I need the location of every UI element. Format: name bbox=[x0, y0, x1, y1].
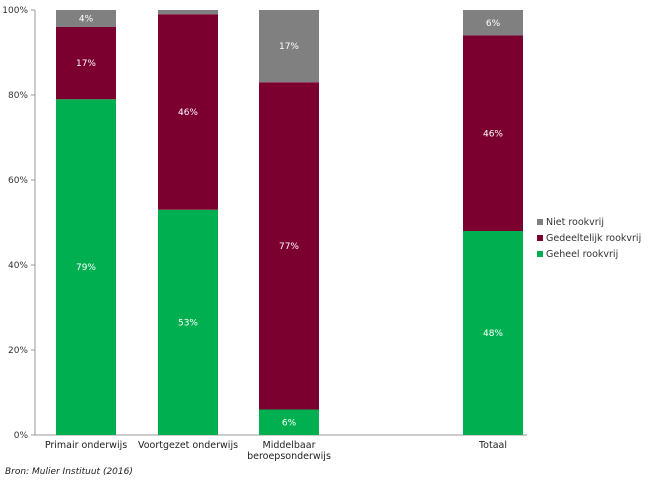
bar-segment-niet-rookvrij bbox=[463, 10, 523, 36]
bar-segment-niet-rookvrij bbox=[259, 10, 319, 83]
data-label: 4% bbox=[79, 15, 94, 25]
category-label: beroepsonderwijs bbox=[247, 451, 331, 462]
bar-segment-geheel-rookvrij bbox=[158, 209, 218, 435]
category-label: Middelbaar bbox=[263, 440, 316, 451]
legend-swatch-gedeeltelijk-rookvrij bbox=[537, 235, 543, 241]
data-label: 48% bbox=[483, 329, 503, 339]
y-tick-label: 0% bbox=[14, 431, 29, 441]
y-tick-label: 20% bbox=[8, 346, 28, 356]
bar-segment-geheel-rookvrij bbox=[259, 409, 319, 435]
legend-label-geheel-rookvrij: Geheel rookvrij bbox=[546, 249, 618, 260]
data-label: 79% bbox=[76, 263, 96, 273]
chart-axes: 0% 20% 40% 60% 80% 100% Primair onderwijs Voort… bbox=[2, 6, 527, 462]
bar-segment-geheel-rookvrij bbox=[56, 99, 116, 435]
category-label: Primair onderwijs bbox=[45, 440, 127, 451]
bar-segment-niet-rookvrij bbox=[158, 10, 218, 15]
data-labels: 79% 17% 4% 53% 46% 6% 77% 17% 48% 46% 6% bbox=[76, 15, 503, 429]
data-label: 17% bbox=[279, 42, 299, 52]
bar-segment-gedeeltelijk-rookvrij bbox=[56, 27, 116, 100]
legend-label-gedeeltelijk-rookvrij: Gedeeltelijk rookvrij bbox=[546, 233, 641, 244]
legend-swatch-niet-rookvrij bbox=[537, 219, 543, 225]
data-label: 46% bbox=[178, 108, 198, 118]
legend-label-niet-rookvrij: Niet rookvrij bbox=[546, 217, 604, 228]
bar-segment-gedeeltelijk-rookvrij bbox=[158, 14, 218, 210]
data-label: 77% bbox=[279, 242, 299, 252]
data-label: 46% bbox=[483, 129, 503, 139]
legend: Niet rookvrij Gedeeltelijk rookvrij Geheel… bbox=[537, 217, 641, 260]
y-tick-label: 40% bbox=[8, 261, 28, 271]
bar-segment-gedeeltelijk-rookvrij bbox=[463, 35, 523, 231]
bar-segment-gedeeltelijk-rookvrij bbox=[259, 82, 319, 410]
source-note: Bron: Mulier Instituut (2016) bbox=[5, 467, 133, 477]
data-label: 53% bbox=[178, 318, 198, 328]
data-label: 6% bbox=[486, 19, 501, 29]
data-label: 17% bbox=[76, 59, 96, 69]
bar-segment-geheel-rookvrij bbox=[463, 231, 523, 435]
bar-series bbox=[56, 10, 523, 435]
data-label: 6% bbox=[282, 418, 297, 428]
y-tick-label: 80% bbox=[8, 91, 28, 101]
category-label: Totaal bbox=[478, 440, 507, 451]
y-tick-label: 100% bbox=[2, 6, 28, 16]
y-tick-label: 60% bbox=[8, 176, 28, 186]
bar-segment-niet-rookvrij bbox=[56, 10, 116, 27]
legend-swatch-geheel-rookvrij bbox=[537, 251, 543, 257]
category-label: Voortgezet onderwijs bbox=[138, 440, 238, 451]
